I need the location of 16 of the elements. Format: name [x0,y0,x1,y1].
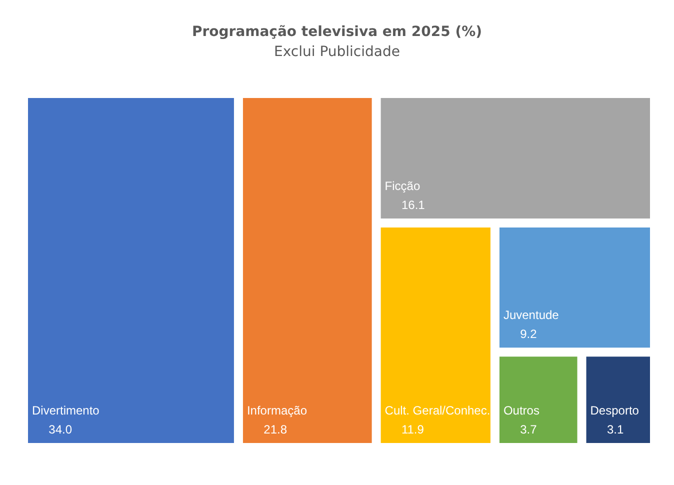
category-label: Desporto [590,404,640,418]
category-label: Ficção [384,179,420,194]
data-label: 34.0 [32,422,72,436]
data-label: 9.2 [503,327,538,342]
data-label: 16.1 [384,198,426,212]
data-label: 3.1 [590,422,624,436]
category-label: Informação [246,404,308,418]
text: Exclui Publicidade [274,44,400,60]
category-label: Cult. Geral/Conhec. [384,404,490,418]
category-label: Divertimento [32,404,100,418]
data-label: 11.9 [384,422,424,436]
category-label: Juventude [503,308,560,322]
text: Programação televisiva em 2025 (%) [192,24,482,40]
category-label: Outros [503,404,540,418]
data-label: 21.8 [246,422,288,436]
data-label: 3.7 [503,422,538,436]
